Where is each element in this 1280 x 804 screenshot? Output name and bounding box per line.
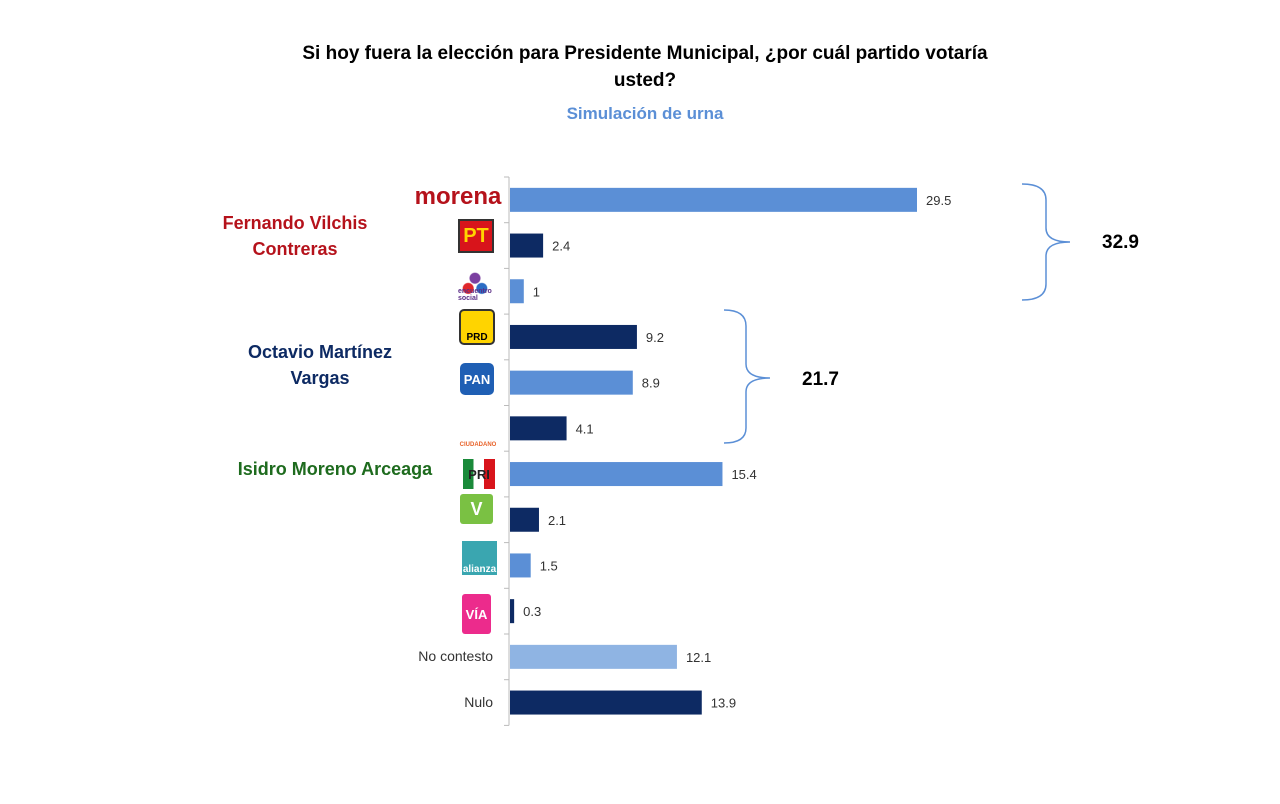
brace-vilchis — [1021, 183, 1071, 301]
data-label: 9.2 — [646, 330, 664, 345]
group-total-martinez: 21.7 — [802, 369, 839, 390]
brace-martinez — [723, 309, 771, 444]
nueva-alianza-logo: alianza — [462, 541, 497, 575]
data-label: 15.4 — [731, 467, 756, 482]
bar — [510, 324, 637, 349]
encuentro-social-logo: encuentro social — [458, 268, 492, 302]
bar — [510, 690, 702, 715]
bar — [510, 599, 515, 624]
category-label-no-contesto: No contesto — [418, 648, 493, 664]
via-radical-logo: VÍA — [462, 594, 491, 634]
morena-logo: morena — [414, 183, 502, 210]
bar — [510, 462, 723, 487]
pt-logo: PT — [458, 219, 494, 253]
data-label: 13.9 — [711, 696, 736, 711]
bar — [510, 279, 524, 304]
category-label-nulo: Nulo — [464, 694, 493, 710]
chart-subtitle: Simulación de urna — [566, 104, 724, 123]
candidate-label-vilchis: Fernando Vilchis Contreras — [222, 213, 368, 259]
bar — [510, 553, 531, 578]
pvem-logo: V — [460, 494, 493, 524]
data-label: 29.5 — [926, 193, 951, 208]
bar — [510, 507, 539, 532]
bar — [510, 644, 677, 669]
bar — [510, 416, 567, 441]
data-label: 1 — [533, 284, 540, 299]
candidate-label-martinez: Octavio Martínez Vargas — [247, 342, 393, 388]
data-label: 12.1 — [686, 650, 711, 665]
prd-logo: PRD — [459, 309, 495, 345]
pan-logo: PAN — [460, 363, 494, 395]
group-total-vilchis: 32.9 — [1102, 232, 1139, 253]
bar — [510, 370, 633, 395]
pri-logo: PRI — [463, 459, 495, 489]
bar — [510, 187, 917, 212]
data-label: 2.1 — [548, 513, 566, 528]
data-label: 8.9 — [642, 376, 660, 391]
data-label: 1.5 — [540, 558, 558, 573]
candidate-label-moreno: Isidro Moreno Arceaga — [237, 459, 433, 479]
data-label: 2.4 — [552, 239, 570, 254]
data-label: 4.1 — [576, 421, 594, 436]
movimiento-ciudadano-logo: CIUDADANO — [459, 442, 497, 448]
chart-title: Si hoy fuera la elección para Presidente… — [302, 43, 988, 91]
bar — [510, 233, 544, 258]
data-label: 0.3 — [523, 604, 541, 619]
